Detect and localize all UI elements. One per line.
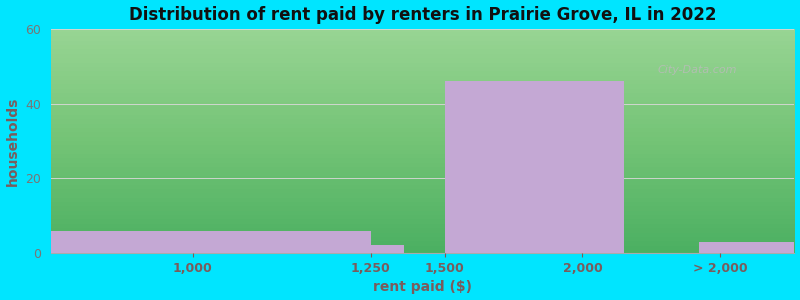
Text: City-Data.com: City-Data.com — [658, 64, 738, 74]
Bar — [445, 81, 624, 253]
Title: Distribution of rent paid by renters in Prairie Grove, IL in 2022: Distribution of rent paid by renters in … — [129, 6, 716, 24]
X-axis label: rent paid ($): rent paid ($) — [373, 280, 472, 294]
Y-axis label: households: households — [6, 96, 19, 186]
Bar — [50, 230, 370, 253]
Bar — [699, 242, 794, 253]
Bar — [370, 245, 404, 253]
